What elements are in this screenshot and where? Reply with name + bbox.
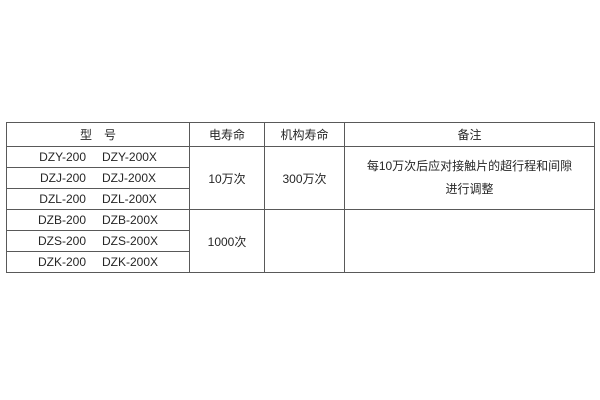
- remarks-cell-group2: [344, 209, 595, 273]
- model-name-variant: DZK-200X: [102, 255, 159, 269]
- model-name-variant: DZL-200X: [101, 192, 157, 206]
- model-name-primary: DZL-200: [39, 192, 86, 206]
- remarks-line-2: 进行调整: [445, 182, 494, 196]
- electrical-life-cell-group1: 10万次: [189, 146, 265, 210]
- model-name-primary: DZJ-200: [39, 171, 86, 185]
- model-name-primary: DZB-200: [37, 213, 86, 227]
- mechanism-life-cell-group1: 300万次: [264, 146, 345, 210]
- mechanism-life-cell-group2: [264, 209, 345, 273]
- column-header-model: 型 号: [6, 122, 190, 147]
- table-row: DZJ-200 DZJ-200X: [6, 167, 595, 189]
- model-cell: DZY-200 DZY-200X: [6, 146, 190, 168]
- electrical-life-cell-group2: 1000次: [189, 209, 265, 273]
- model-name-variant: DZJ-200X: [101, 171, 157, 185]
- model-name-primary: DZS-200: [37, 234, 86, 248]
- table-row: DZY-200 DZY-200X 10万次 300万次 每10万次后应对接触片的超…: [6, 146, 595, 210]
- remarks-cell-group1: 每10万次后应对接触片的超行程和间隙 进行调整: [344, 146, 595, 210]
- model-name-variant: DZY-200X: [102, 150, 157, 164]
- model-cell: DZB-200 DZB-200X: [6, 209, 190, 231]
- model-name-variant: DZS-200X: [102, 234, 159, 248]
- column-header-electrical-life: 电寿命: [189, 122, 265, 147]
- remarks-line-1: 每10万次后应对接触片的超行程和间隙: [366, 159, 573, 173]
- model-cell: DZJ-200 DZJ-200X: [6, 167, 190, 189]
- column-header-mechanism-life: 机构寿命: [264, 122, 345, 147]
- model-name-primary: DZY-200: [39, 150, 86, 164]
- model-name-variant: DZB-200X: [102, 213, 159, 227]
- model-cell: DZL-200 DZL-200X: [6, 188, 190, 210]
- table-header-row: 型 号 电寿命 机构寿命 备注: [6, 122, 595, 147]
- spec-table: 型 号 电寿命 机构寿命 备注 DZY-200 DZY-200X 10万次 300…: [6, 122, 595, 273]
- model-cell: DZS-200 DZS-200X: [6, 230, 190, 252]
- table-row: DZK-200 DZK-200X: [6, 251, 595, 273]
- model-name-primary: DZK-200: [37, 255, 86, 269]
- table-row: DZL-200 DZL-200X: [6, 188, 595, 210]
- model-cell: DZK-200 DZK-200X: [6, 251, 190, 273]
- table-row: DZB-200 DZB-200X 1000次: [6, 209, 595, 273]
- column-header-remarks: 备注: [344, 122, 595, 147]
